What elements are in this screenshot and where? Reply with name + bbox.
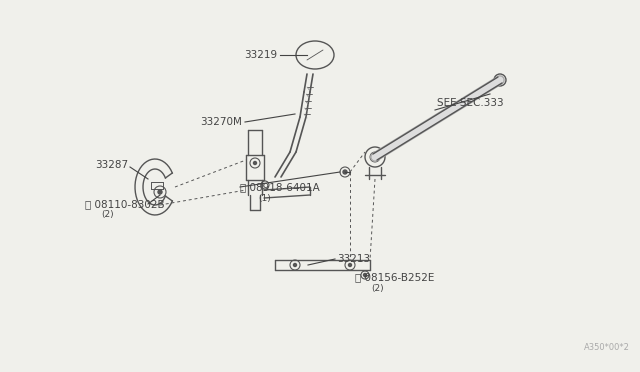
- Text: (2): (2): [102, 211, 115, 219]
- Circle shape: [253, 161, 257, 164]
- Text: 33219: 33219: [244, 50, 277, 60]
- Circle shape: [349, 263, 351, 266]
- Text: Ⓑ 08156-B252E: Ⓑ 08156-B252E: [355, 272, 435, 282]
- Text: Ⓝ 08918-6401A: Ⓝ 08918-6401A: [240, 182, 320, 192]
- Circle shape: [364, 273, 367, 276]
- Circle shape: [373, 155, 377, 159]
- Text: 33213: 33213: [337, 254, 370, 264]
- Circle shape: [158, 190, 162, 194]
- Circle shape: [343, 170, 347, 174]
- Text: 33287: 33287: [95, 160, 128, 170]
- Text: Ⓑ 08110-8302B: Ⓑ 08110-8302B: [85, 199, 164, 209]
- Text: A350*00*2: A350*00*2: [584, 343, 630, 352]
- Text: SEE SEC.333: SEE SEC.333: [437, 98, 504, 108]
- Text: (1): (1): [259, 193, 271, 202]
- Text: (2): (2): [372, 283, 384, 292]
- Text: 33270M: 33270M: [200, 117, 242, 127]
- Circle shape: [294, 263, 296, 266]
